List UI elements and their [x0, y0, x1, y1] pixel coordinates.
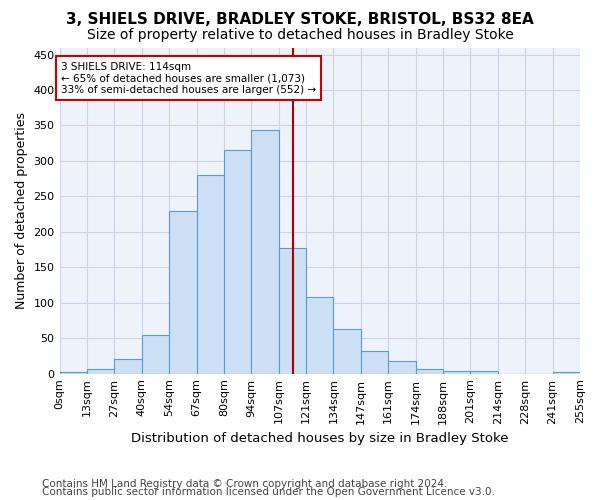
Bar — [553, 372, 580, 374]
Bar — [197, 175, 224, 374]
Text: Contains public sector information licensed under the Open Government Licence v3: Contains public sector information licen… — [42, 487, 495, 497]
Bar — [306, 297, 334, 374]
X-axis label: Distribution of detached houses by size in Bradley Stoke: Distribution of detached houses by size … — [131, 432, 509, 445]
Text: 3 SHIELS DRIVE: 114sqm
← 65% of detached houses are smaller (1,073)
33% of semi-: 3 SHIELS DRIVE: 114sqm ← 65% of detached… — [61, 62, 316, 95]
Bar — [87, 370, 115, 374]
Text: 3, SHIELS DRIVE, BRADLEY STOKE, BRISTOL, BS32 8EA: 3, SHIELS DRIVE, BRADLEY STOKE, BRISTOL,… — [66, 12, 534, 28]
Bar — [59, 372, 87, 374]
Bar — [361, 351, 388, 374]
Bar — [251, 130, 278, 374]
Text: Size of property relative to detached houses in Bradley Stoke: Size of property relative to detached ho… — [86, 28, 514, 42]
Bar — [278, 248, 306, 374]
Bar — [416, 368, 443, 374]
Bar — [142, 334, 169, 374]
Text: Contains HM Land Registry data © Crown copyright and database right 2024.: Contains HM Land Registry data © Crown c… — [42, 479, 448, 489]
Bar — [388, 361, 416, 374]
Bar — [169, 210, 197, 374]
Bar — [115, 359, 142, 374]
Bar — [443, 371, 470, 374]
Bar — [334, 329, 361, 374]
Bar — [224, 150, 251, 374]
Y-axis label: Number of detached properties: Number of detached properties — [15, 112, 28, 309]
Bar — [470, 371, 498, 374]
